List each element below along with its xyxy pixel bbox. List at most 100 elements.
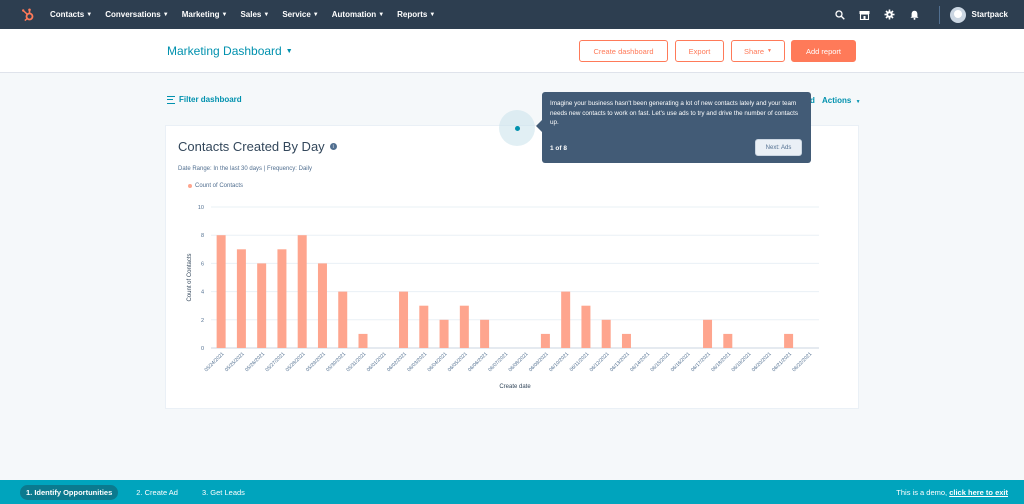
x-tick-label: 06/15/2021 xyxy=(649,351,671,373)
x-tick-label: 06/13/2021 xyxy=(609,351,631,373)
x-tick-label: 06/18/2021 xyxy=(710,351,732,373)
y-tick-label: 6 xyxy=(201,261,204,267)
chevron-down-icon: ▼ xyxy=(86,11,93,18)
partially-hidden-link[interactable]: d xyxy=(810,96,815,105)
x-tick-label: 06/07/2021 xyxy=(487,351,509,373)
export-button[interactable]: Export xyxy=(675,40,724,62)
bar xyxy=(297,235,307,348)
x-tick-label: 05/25/2021 xyxy=(224,351,246,373)
nav-label: Automation xyxy=(331,10,377,19)
add-report-button[interactable]: Add report xyxy=(791,40,856,62)
chevron-down-icon: ▼ xyxy=(378,11,385,18)
x-tick-label: 06/14/2021 xyxy=(629,351,651,373)
nav-automation[interactable]: Automation ▼ xyxy=(332,10,384,19)
next-ads-button[interactable]: Next: Ads xyxy=(755,139,802,156)
bar xyxy=(358,333,368,348)
y-tick-label: 2 xyxy=(201,318,204,324)
x-tick-label: 06/05/2021 xyxy=(447,351,469,373)
filter-icon xyxy=(167,95,175,104)
create-dashboard-button[interactable]: Create dashboard xyxy=(579,40,668,62)
y-tick-label: 10 xyxy=(198,205,204,211)
chevron-down-icon: ▼ xyxy=(429,11,436,18)
bar xyxy=(540,333,550,348)
x-tick-label: 06/17/2021 xyxy=(690,351,712,373)
actions-menu[interactable]: Actions ▼ xyxy=(822,96,861,105)
legend-label: Count of Contacts xyxy=(195,183,244,189)
dashboard-selector[interactable]: Marketing Dashboard ▼ xyxy=(167,44,293,58)
bar xyxy=(216,235,226,348)
bar xyxy=(703,319,713,348)
nav-service[interactable]: Service ▼ xyxy=(282,10,318,19)
x-tick-label: 06/06/2021 xyxy=(467,351,489,373)
hubspot-sprocket-icon[interactable] xyxy=(20,7,36,23)
x-axis-title: Create date xyxy=(499,384,531,390)
nav-label: Contacts xyxy=(50,10,85,19)
x-tick-label: 05/24/2021 xyxy=(204,351,226,373)
info-icon[interactable]: i xyxy=(329,143,337,150)
x-tick-label: 06/19/2021 xyxy=(731,351,753,373)
actions-label: Actions xyxy=(822,96,852,105)
tour-step-counter: 1 of 8 xyxy=(550,145,567,152)
share-button[interactable]: Share ▼ xyxy=(731,40,785,62)
account-name: Startpack xyxy=(971,10,1008,19)
nav-sales[interactable]: Sales ▼ xyxy=(240,10,269,19)
report-title: Contacts Created By Day i xyxy=(178,139,337,154)
share-label: Share xyxy=(744,46,765,56)
x-tick-label: 06/10/2021 xyxy=(548,351,570,373)
dashboard-header: Marketing Dashboard ▼ Create dashboard E… xyxy=(0,29,1024,73)
x-tick-label: 06/16/2021 xyxy=(670,351,692,373)
x-tick-label: 05/26/2021 xyxy=(244,351,266,373)
demo-notice: This is a demo, click here to exit xyxy=(896,488,1008,497)
nav-conversations[interactable]: Conversations ▼ xyxy=(105,10,169,19)
bar-chart: 024681005/24/202105/25/202105/26/202105/… xyxy=(187,205,819,390)
x-tick-label: 06/02/2021 xyxy=(386,351,408,373)
nav-contacts[interactable]: Contacts ▼ xyxy=(50,10,92,19)
bar xyxy=(459,305,469,348)
marketplace-icon[interactable] xyxy=(857,7,873,23)
exit-demo-link[interactable]: click here to exit xyxy=(949,488,1008,497)
search-icon[interactable] xyxy=(832,7,848,23)
x-tick-label: 06/11/2021 xyxy=(569,351,591,373)
step-create-ad[interactable]: 2. Create Ad xyxy=(136,487,178,497)
report-meta: Date Range: In the last 30 days | Freque… xyxy=(178,166,312,172)
x-tick-label: 06/08/2021 xyxy=(508,351,530,373)
bar xyxy=(399,291,409,348)
x-tick-label: 05/31/2021 xyxy=(345,351,367,373)
bar xyxy=(338,291,348,348)
bar xyxy=(257,263,267,348)
bell-icon[interactable] xyxy=(907,7,923,23)
bar xyxy=(723,333,733,348)
x-tick-label: 06/12/2021 xyxy=(589,351,611,373)
beacon-dot xyxy=(514,125,520,131)
bar xyxy=(784,333,794,348)
caret-down-icon: ▼ xyxy=(285,47,293,55)
demo-text: This is a demo, xyxy=(896,488,950,497)
bar xyxy=(236,249,246,348)
filter-label: Filter dashboard xyxy=(179,95,242,104)
x-tick-label: 06/21/2021 xyxy=(771,351,793,373)
nav-marketing[interactable]: Marketing ▼ xyxy=(182,10,228,19)
top-navigation: Contacts ▼ Conversations ▼ Marketing ▼ Sale… xyxy=(0,0,1024,29)
y-axis-title: Count of Contacts xyxy=(187,253,193,301)
x-tick-label: 06/01/2021 xyxy=(366,351,388,373)
page-title: Marketing Dashboard xyxy=(167,44,282,58)
tour-beacon[interactable] xyxy=(499,110,535,146)
step-identify-opportunities[interactable]: 1. Identify Opportunities xyxy=(20,484,119,500)
filter-dashboard-button[interactable]: Filter dashboard xyxy=(167,95,242,104)
bar xyxy=(439,319,449,348)
chevron-down-icon: ▼ xyxy=(312,11,319,18)
gear-icon[interactable] xyxy=(882,7,898,23)
x-tick-label: 06/04/2021 xyxy=(427,351,449,373)
nav-label: Service xyxy=(282,10,311,19)
nav-right-group: Startpack xyxy=(823,0,1024,29)
bar xyxy=(561,291,571,348)
bar xyxy=(419,305,429,348)
tour-tooltip: Imagine your business hasn't been genera… xyxy=(536,92,811,163)
chevron-down-icon: ▼ xyxy=(221,11,228,18)
nav-label: Reports xyxy=(397,10,428,19)
avatar[interactable] xyxy=(949,6,966,23)
x-tick-label: 06/22/2021 xyxy=(791,351,813,373)
nav-reports[interactable]: Reports ▼ xyxy=(397,10,435,19)
account-menu[interactable]: Startpack xyxy=(972,10,1008,19)
step-get-leads[interactable]: 3. Get Leads xyxy=(201,487,245,497)
